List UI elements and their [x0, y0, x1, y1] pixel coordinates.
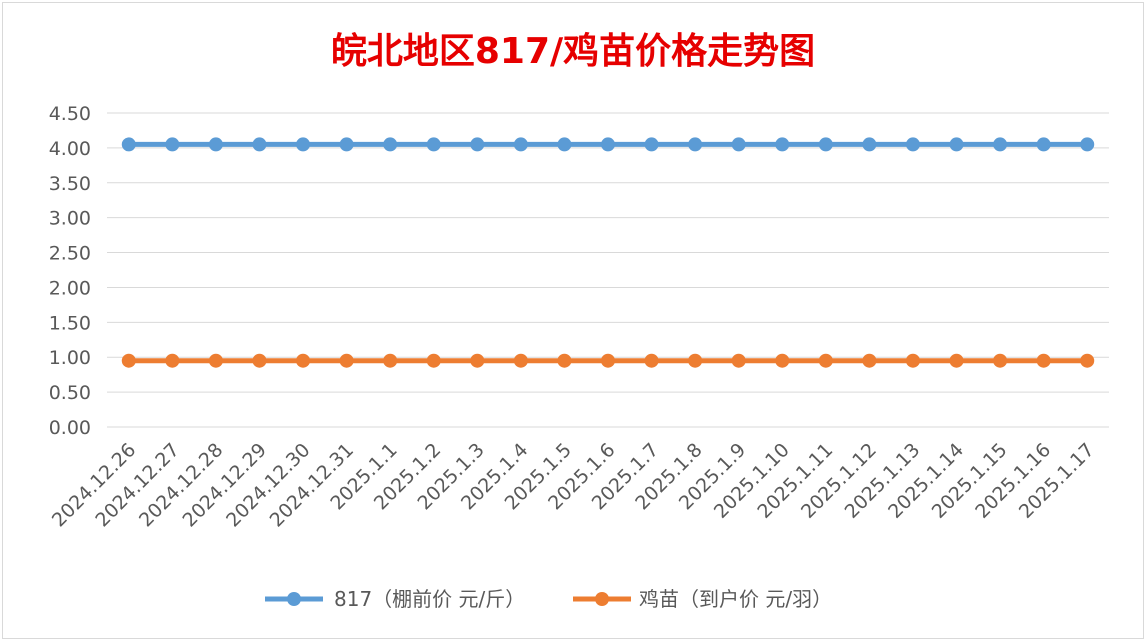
data-point — [601, 137, 615, 152]
data-point — [949, 353, 964, 368]
y-tick-label: 4.50 — [49, 103, 91, 125]
y-tick-label: 2.50 — [49, 243, 91, 265]
legend-item-1: 817（棚前价 元/斤） — [265, 587, 525, 611]
legend-swatch-marker — [287, 592, 301, 606]
data-point — [557, 137, 572, 152]
data-point — [993, 137, 1008, 152]
data-point — [470, 137, 485, 152]
data-point — [862, 353, 877, 368]
data-point — [1036, 137, 1051, 152]
data-point — [601, 353, 615, 368]
data-point — [165, 137, 180, 152]
data-point — [383, 353, 398, 368]
legend-swatch-marker — [595, 592, 609, 606]
data-point — [731, 137, 746, 152]
y-tick-label: 1.50 — [49, 312, 91, 334]
data-point — [426, 353, 441, 368]
y-tick-label: 2.00 — [49, 277, 91, 299]
data-point — [818, 137, 833, 152]
y-tick-label: 0.00 — [49, 417, 91, 439]
data-point — [1080, 353, 1095, 368]
gridlines — [107, 112, 1109, 428]
data-point — [513, 353, 528, 368]
y-tick-label: 1.00 — [49, 347, 91, 369]
data-point — [296, 353, 311, 368]
legend-item-2: 鸡苗（到户价 元/羽） — [573, 587, 832, 611]
data-point — [208, 353, 223, 368]
data-point — [252, 353, 267, 368]
data-point — [688, 353, 703, 368]
x-axis-ticks: 2024.12.262024.12.272024.12.282024.12.29… — [48, 439, 1099, 531]
data-point — [339, 137, 354, 152]
data-point — [557, 353, 572, 368]
data-point — [1036, 353, 1051, 368]
y-tick-label: 3.50 — [49, 173, 91, 195]
data-point — [121, 353, 136, 368]
data-point — [1080, 137, 1095, 152]
data-point — [252, 137, 267, 152]
legend-label: 817（棚前价 元/斤） — [334, 587, 525, 611]
data-point — [644, 353, 659, 368]
data-point — [296, 137, 311, 152]
data-point — [731, 353, 746, 368]
data-point — [339, 353, 354, 368]
y-tick-label: 0.50 — [49, 382, 91, 404]
line-chart: 皖北地区817/鸡苗价格走势图 0.00 0.50 1.00 1.50 2.00 2.50… — [48, 31, 1109, 611]
data-point — [905, 137, 920, 152]
y-tick-label: 4.00 — [49, 138, 91, 160]
data-point — [165, 353, 180, 368]
data-point — [775, 137, 790, 152]
series-layer — [121, 137, 1095, 368]
data-point — [775, 353, 790, 368]
data-point — [862, 137, 877, 152]
data-point — [993, 353, 1008, 368]
data-point — [426, 137, 441, 152]
y-axis-ticks: 0.00 0.50 1.00 1.50 2.00 2.50 3.00 3.50 4.00 4.50 — [49, 103, 91, 439]
series-2 — [121, 353, 1095, 368]
data-point — [688, 137, 703, 152]
legend-label: 鸡苗（到户价 元/羽） — [639, 587, 832, 611]
chart-title: 皖北地区817/鸡苗价格走势图 — [331, 31, 815, 72]
legend: 817（棚前价 元/斤） 鸡苗（到户价 元/羽） — [265, 587, 832, 611]
data-point — [121, 137, 136, 152]
data-point — [208, 137, 223, 152]
data-point — [470, 353, 485, 368]
data-point — [644, 137, 659, 152]
data-point — [905, 353, 920, 368]
series-1 — [121, 137, 1095, 152]
data-point — [513, 137, 528, 152]
data-point — [383, 137, 398, 152]
data-point — [818, 353, 833, 368]
y-tick-label: 3.00 — [49, 208, 91, 230]
data-point — [949, 137, 964, 152]
